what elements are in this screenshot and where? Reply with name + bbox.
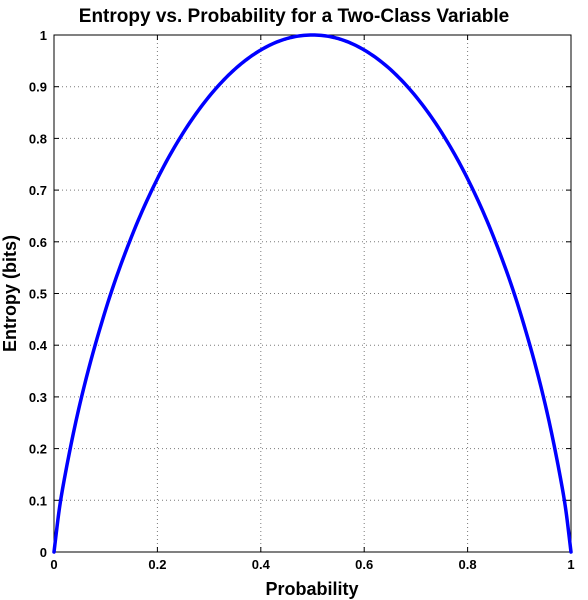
y-tick-label: 0.8 (29, 131, 47, 146)
y-axis-label: Entropy (bits) (0, 235, 20, 352)
x-tick-label: 0.6 (355, 557, 373, 572)
chart-title: Entropy vs. Probability for a Two-Class … (79, 6, 509, 27)
x-tick-labels: 0 0.2 0.4 0.6 0.8 1 (50, 557, 574, 572)
y-tick-label: 0 (40, 545, 47, 560)
y-tick-labels: 0 0.1 0.2 0.3 0.4 0.5 0.6 0.7 0.8 0.9 1 (29, 28, 48, 560)
y-tick-label: 0.3 (29, 390, 47, 405)
y-tick-label: 0.5 (29, 287, 47, 302)
y-tick-label: 1 (40, 28, 47, 43)
y-tick-label: 0.7 (29, 183, 47, 198)
entropy-curve (52, 33, 573, 554)
x-tick-label: 0.8 (459, 557, 477, 572)
x-tick-label: 0.4 (252, 557, 271, 572)
x-tick-label: 0 (50, 557, 57, 572)
y-tick-label: 0.4 (29, 338, 48, 353)
x-axis-label: Probability (265, 579, 358, 599)
x-tick-label: 0.2 (148, 557, 166, 572)
y-tick-label: 0.6 (29, 235, 47, 250)
y-tick-label: 0.1 (29, 493, 47, 508)
y-tick-label: 0.9 (29, 80, 47, 95)
x-tick-label: 1 (567, 557, 574, 572)
y-tick-label: 0.2 (29, 442, 47, 457)
